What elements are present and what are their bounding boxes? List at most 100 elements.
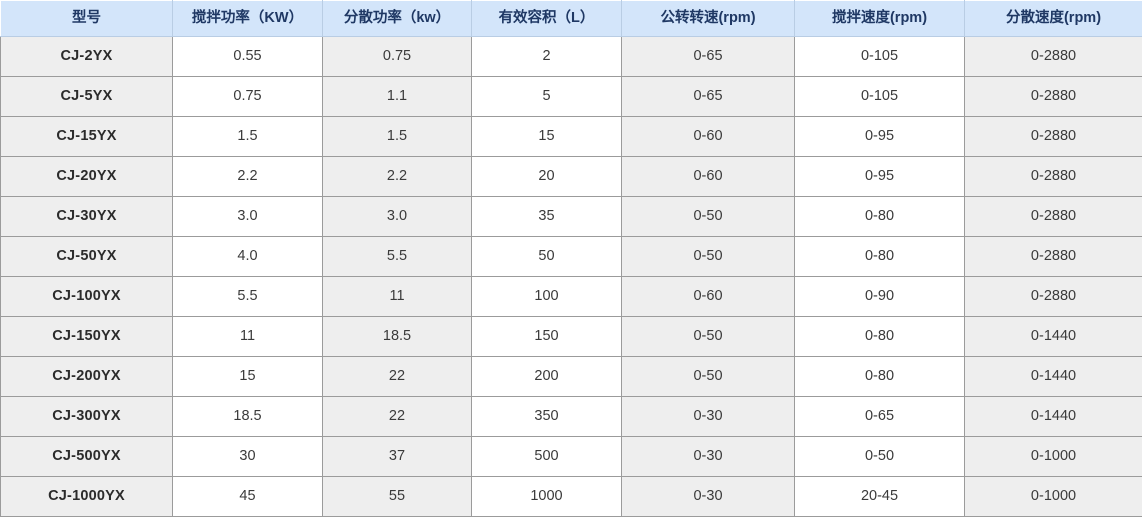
cell-stir_power: 3.0 [173, 197, 323, 237]
cell-disperse_power: 11 [323, 277, 472, 317]
table-header: 型号搅拌功率（KW）分散功率（kw）有效容积（L）公转转速(rpm)搅拌速度(r… [1, 1, 1142, 37]
cell-disperse_speed: 0-1440 [965, 317, 1142, 357]
cell-disperse_power: 0.75 [323, 37, 472, 77]
cell-effective_volume: 35 [472, 197, 622, 237]
cell-revolution_speed: 0-50 [622, 317, 795, 357]
cell-effective_volume: 50 [472, 237, 622, 277]
cell-stir_power: 15 [173, 357, 323, 397]
cell-revolution_speed: 0-60 [622, 157, 795, 197]
cell-stir_speed: 0-80 [795, 357, 965, 397]
spec-table-container: 型号搅拌功率（KW）分散功率（kw）有效容积（L）公转转速(rpm)搅拌速度(r… [0, 0, 1142, 505]
cell-disperse_speed: 0-2880 [965, 237, 1142, 277]
cell-effective_volume: 100 [472, 277, 622, 317]
cell-model: CJ-15YX [1, 117, 173, 157]
cell-disperse_speed: 0-2880 [965, 157, 1142, 197]
cell-revolution_speed: 0-30 [622, 437, 795, 477]
cell-disperse_power: 18.5 [323, 317, 472, 357]
cell-disperse_power: 22 [323, 357, 472, 397]
cell-model: CJ-150YX [1, 317, 173, 357]
cell-revolution_speed: 0-50 [622, 237, 795, 277]
header-row: 型号搅拌功率（KW）分散功率（kw）有效容积（L）公转转速(rpm)搅拌速度(r… [1, 1, 1142, 37]
cell-model: CJ-2YX [1, 37, 173, 77]
cell-stir_speed: 0-80 [795, 317, 965, 357]
cell-stir_power: 0.75 [173, 77, 323, 117]
cell-disperse_power: 1.1 [323, 77, 472, 117]
cell-disperse_speed: 0-1000 [965, 437, 1142, 477]
cell-effective_volume: 350 [472, 397, 622, 437]
cell-disperse_speed: 0-1000 [965, 477, 1142, 517]
cell-model: CJ-300YX [1, 397, 173, 437]
cell-stir_speed: 0-105 [795, 77, 965, 117]
cell-disperse_power: 3.0 [323, 197, 472, 237]
cell-disperse_speed: 0-1440 [965, 397, 1142, 437]
cell-disperse_speed: 0-2880 [965, 277, 1142, 317]
cell-disperse_power: 5.5 [323, 237, 472, 277]
cell-revolution_speed: 0-50 [622, 197, 795, 237]
cell-disperse_speed: 0-2880 [965, 117, 1142, 157]
cell-disperse_speed: 0-1440 [965, 357, 1142, 397]
cell-model: CJ-1000YX [1, 477, 173, 517]
cell-stir_speed: 0-105 [795, 37, 965, 77]
cell-revolution_speed: 0-65 [622, 37, 795, 77]
cell-effective_volume: 500 [472, 437, 622, 477]
cell-model: CJ-5YX [1, 77, 173, 117]
cell-disperse_power: 1.5 [323, 117, 472, 157]
cell-stir_power: 5.5 [173, 277, 323, 317]
cell-disperse_speed: 0-2880 [965, 37, 1142, 77]
cell-stir_power: 4.0 [173, 237, 323, 277]
cell-stir_speed: 0-95 [795, 157, 965, 197]
cell-stir_power: 18.5 [173, 397, 323, 437]
cell-disperse_power: 37 [323, 437, 472, 477]
cell-stir_power: 2.2 [173, 157, 323, 197]
cell-revolution_speed: 0-30 [622, 397, 795, 437]
cell-stir_power: 11 [173, 317, 323, 357]
cell-model: CJ-200YX [1, 357, 173, 397]
cell-model: CJ-50YX [1, 237, 173, 277]
cell-model: CJ-30YX [1, 197, 173, 237]
cell-disperse_power: 2.2 [323, 157, 472, 197]
cell-stir_speed: 0-95 [795, 117, 965, 157]
cell-stir_speed: 0-80 [795, 237, 965, 277]
cell-effective_volume: 2 [472, 37, 622, 77]
cell-effective_volume: 15 [472, 117, 622, 157]
cell-stir_power: 1.5 [173, 117, 323, 157]
column-header-disperse_speed[interactable]: 分散速度(rpm) [965, 1, 1142, 37]
column-header-stir_speed[interactable]: 搅拌速度(rpm) [795, 1, 965, 37]
cell-stir_power: 30 [173, 437, 323, 477]
column-header-disperse_power[interactable]: 分散功率（kw） [323, 1, 472, 37]
cell-revolution_speed: 0-30 [622, 477, 795, 517]
cell-model: CJ-500YX [1, 437, 173, 477]
cell-stir_power: 0.55 [173, 37, 323, 77]
cell-model: CJ-100YX [1, 277, 173, 317]
column-header-effective_volume[interactable]: 有效容积（L） [472, 1, 622, 37]
cell-revolution_speed: 0-65 [622, 77, 795, 117]
cell-stir_speed: 0-80 [795, 197, 965, 237]
cell-disperse_speed: 0-2880 [965, 77, 1142, 117]
cell-stir_speed: 0-65 [795, 397, 965, 437]
cell-disperse_speed: 0-2880 [965, 197, 1142, 237]
column-header-stir_power[interactable]: 搅拌功率（KW） [173, 1, 323, 37]
column-header-model[interactable]: 型号 [1, 1, 173, 37]
column-header-revolution_speed[interactable]: 公转转速(rpm) [622, 1, 795, 37]
cell-disperse_power: 22 [323, 397, 472, 437]
cell-revolution_speed: 0-50 [622, 357, 795, 397]
cell-effective_volume: 200 [472, 357, 622, 397]
cell-stir_speed: 0-90 [795, 277, 965, 317]
cell-revolution_speed: 0-60 [622, 277, 795, 317]
cell-stir_power: 45 [173, 477, 323, 517]
cell-disperse_power: 55 [323, 477, 472, 517]
